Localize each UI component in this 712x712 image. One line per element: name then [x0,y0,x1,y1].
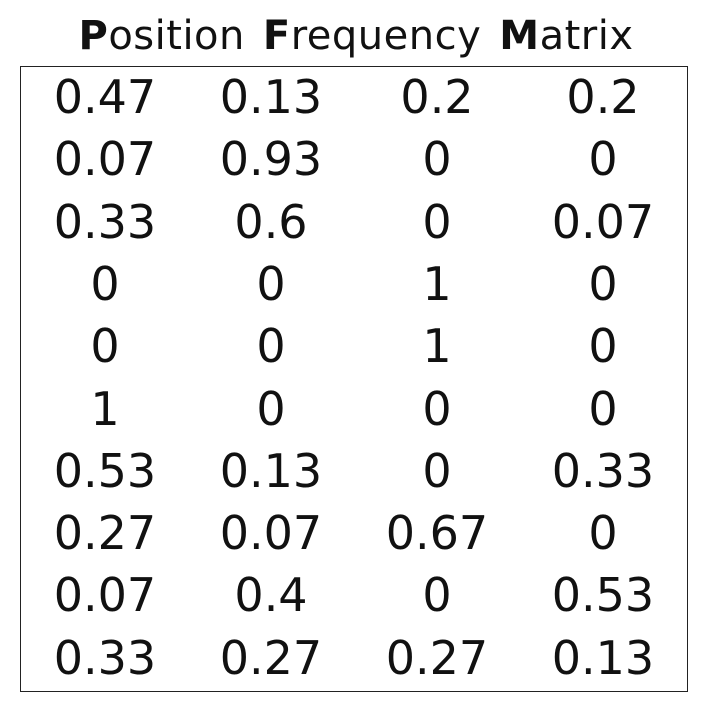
matrix-cell: 0.53 [53,443,157,498]
matrix-cell: 0.27 [53,506,157,561]
matrix-cell: 0 [588,256,618,311]
matrix-cell: 0.2 [566,70,640,124]
title-word-position: Position [78,13,245,59]
matrix-grid: 0.47 0.13 0.2 0.2 0.07 0.93 0 0 0.33 0.6 0 0.07 0 0 1 0… [21,67,687,691]
matrix-cell: 0 [422,443,452,498]
matrix-cell: 0.27 [385,630,489,685]
matrix-cell: 0 [588,506,618,561]
matrix-cell: 0 [422,194,452,249]
matrix-cell: 0.27 [219,630,323,685]
matrix-cell: 0.13 [219,443,323,498]
matrix-cell: 0.13 [219,70,323,124]
matrix-cell: 0 [588,381,618,436]
title-word-frequency: Frequency [262,13,482,59]
matrix-table: 0.47 0.13 0.2 0.2 0.07 0.93 0 0 0.33 0.6 0 0.07 0 0 1 0… [20,66,688,692]
matrix-cell: 0 [90,319,120,374]
matrix-cell: 0.93 [219,132,323,187]
matrix-cell: 0.33 [53,630,157,685]
matrix-cell: 0.33 [53,194,157,249]
matrix-cell: 0 [588,132,618,187]
matrix-cell: 0 [422,381,452,436]
matrix-cell: 0.07 [53,132,157,187]
matrix-cell: 1 [90,381,120,436]
matrix-cell: 0 [422,568,452,623]
matrix-cell: 0.07 [219,506,323,561]
matrix-cell: 0.6 [234,194,308,249]
matrix-cell: 0.4 [234,568,308,623]
matrix-cell: 0 [256,381,286,436]
matrix-cell: 0 [90,256,120,311]
matrix-cell: 1 [422,319,452,374]
matrix-cell: 0.2 [400,70,474,124]
matrix-cell: 0.33 [551,443,655,498]
matrix-cell: 1 [422,256,452,311]
title-word-matrix: Matrix [499,13,634,59]
matrix-cell: 0.67 [385,506,489,561]
matrix-cell: 0 [588,319,618,374]
matrix-cell: 0.13 [551,630,655,685]
matrix-cell: 0.53 [551,568,655,623]
matrix-cell: 0.07 [551,194,655,249]
page-title: Position Frequency Matrix [0,8,712,64]
matrix-cell: 0 [256,256,286,311]
matrix-cell: 0.47 [53,70,157,124]
matrix-cell: 0 [422,132,452,187]
matrix-cell: 0 [256,319,286,374]
matrix-cell: 0.07 [53,568,157,623]
